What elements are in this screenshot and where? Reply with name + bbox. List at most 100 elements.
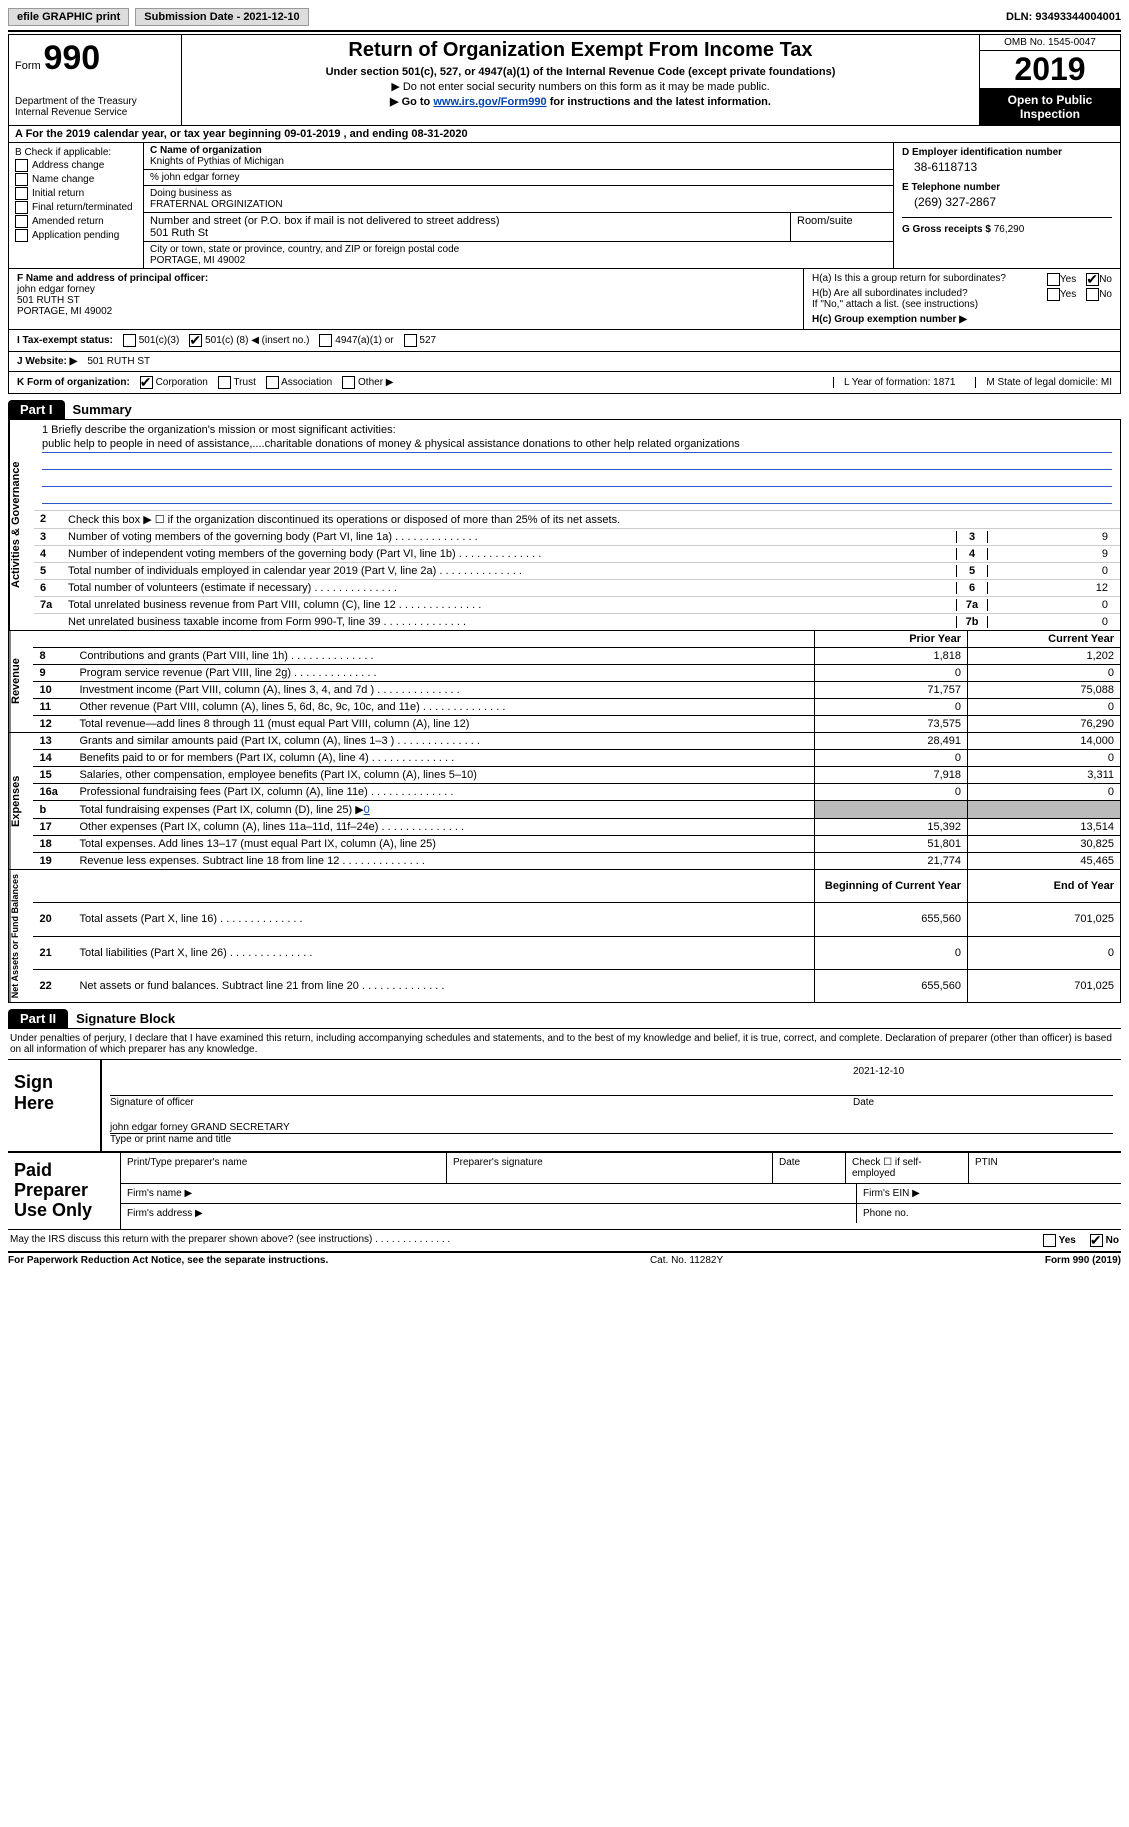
line16b-link[interactable]: 0 <box>364 804 370 816</box>
part1-title: Summary <box>73 402 132 417</box>
hb-yes-label: Yes <box>1060 289 1076 300</box>
mission-blank-1 <box>42 455 1112 470</box>
line7b-desc: Net unrelated business taxable income fr… <box>68 616 956 628</box>
line5-desc: Total number of individuals employed in … <box>68 565 956 577</box>
501c3-label: 501(c)(3) <box>139 335 180 346</box>
net-assets-section: Net Assets or Fund Balances Beginning of… <box>8 870 1121 1003</box>
4947-checkbox[interactable] <box>319 334 332 347</box>
initial-return-label: Initial return <box>32 188 84 199</box>
beginning-year-header: Beginning of Current Year <box>815 870 968 903</box>
officer-group-block: F Name and address of principal officer:… <box>8 269 1121 330</box>
preparer-print-label: Print/Type preparer's name <box>121 1153 447 1183</box>
current-year-header: Current Year <box>968 631 1121 648</box>
line13-curr: 14,000 <box>968 733 1121 750</box>
officer-label: F Name and address of principal officer: <box>17 273 208 284</box>
sign-here-block: Sign Here 2021-12-10 Signature of office… <box>8 1059 1121 1151</box>
form-header: Form 990 Department of the Treasury Inte… <box>8 34 1121 126</box>
app-pending-checkbox[interactable] <box>15 229 28 242</box>
line11-prior: 0 <box>815 699 968 716</box>
line13-desc: Grants and similar amounts paid (Part IX… <box>73 733 814 750</box>
corp-checkbox[interactable] <box>140 376 153 389</box>
line9-desc: Program service revenue (Part VIII, line… <box>73 665 814 682</box>
firm-name-label: Firm's name ▶ <box>121 1184 857 1203</box>
expenses-side-label: Expenses <box>9 733 33 869</box>
part2-title: Signature Block <box>76 1011 175 1026</box>
corp-label: Corporation <box>156 377 208 388</box>
org-form-label: K Form of organization: <box>17 377 130 388</box>
org-form-row: K Form of organization: Corporation Trus… <box>8 372 1121 394</box>
discuss-no-checkbox[interactable] <box>1090 1234 1103 1247</box>
initial-return-checkbox[interactable] <box>15 187 28 200</box>
ha-label: H(a) Is this a group return for subordin… <box>812 273 1006 284</box>
line-a-period: A For the 2019 calendar year, or tax yea… <box>8 126 1121 143</box>
ein-value: 38-6118713 <box>914 160 1112 174</box>
line9-prior: 0 <box>815 665 968 682</box>
line11-desc: Other revenue (Part VIII, column (A), li… <box>73 699 814 716</box>
revenue-section: Revenue Prior YearCurrent Year 8Contribu… <box>8 631 1121 733</box>
dept-treasury: Department of the Treasury <box>15 96 175 107</box>
form-number: 990 <box>43 39 100 77</box>
line19-desc: Revenue less expenses. Subtract line 18 … <box>73 853 814 870</box>
line6-desc: Total number of volunteers (estimate if … <box>68 582 956 594</box>
line20-beg: 655,560 <box>815 903 968 937</box>
line22-end: 701,025 <box>968 970 1121 1003</box>
discuss-yes-checkbox[interactable] <box>1043 1234 1056 1247</box>
part2-header: Part II Signature Block <box>8 1009 1121 1028</box>
app-pending-label: Application pending <box>32 230 119 241</box>
ein-label: D Employer identification number <box>902 147 1112 158</box>
amended-return-checkbox[interactable] <box>15 215 28 228</box>
line16b-curr-shade <box>968 801 1121 819</box>
submission-date-button[interactable]: Submission Date - 2021-12-10 <box>135 8 308 26</box>
form990-link[interactable]: www.irs.gov/Form990 <box>433 96 546 108</box>
line12-desc: Total revenue—add lines 8 through 11 (mu… <box>73 716 814 733</box>
hb-no-checkbox[interactable] <box>1086 288 1099 301</box>
open-public-1: Open to Public <box>982 93 1118 107</box>
discuss-question: May the IRS discuss this return with the… <box>10 1234 1023 1247</box>
line3-val: 9 <box>988 531 1114 543</box>
527-checkbox[interactable] <box>404 334 417 347</box>
footer-mid: Cat. No. 11282Y <box>328 1255 1045 1266</box>
ssn-note: ▶ Do not enter social security numbers o… <box>190 80 971 93</box>
phone-value: (269) 327-2867 <box>914 195 1112 209</box>
501c-checkbox[interactable] <box>189 334 202 347</box>
line16a-prior: 0 <box>815 784 968 801</box>
line14-curr: 0 <box>968 750 1121 767</box>
hb-yes-checkbox[interactable] <box>1047 288 1060 301</box>
firm-addr-label: Firm's address ▶ <box>121 1204 857 1223</box>
mission-blank-3 <box>42 489 1112 504</box>
gross-value: 76,290 <box>994 224 1025 235</box>
line11-curr: 0 <box>968 699 1121 716</box>
part2-tab: Part II <box>8 1009 68 1028</box>
end-year-header: End of Year <box>968 870 1121 903</box>
line22-beg: 655,560 <box>815 970 968 1003</box>
line21-beg: 0 <box>815 936 968 970</box>
ha-yes-checkbox[interactable] <box>1047 273 1060 286</box>
final-return-checkbox[interactable] <box>15 201 28 214</box>
assoc-checkbox[interactable] <box>266 376 279 389</box>
goto-note: ▶ Go to www.irs.gov/Form990 for instruct… <box>190 95 971 108</box>
501c3-checkbox[interactable] <box>123 334 136 347</box>
efile-print-button[interactable]: efile GRAPHIC print <box>8 8 129 26</box>
line15-desc: Salaries, other compensation, employee b… <box>73 767 814 784</box>
line14-prior: 0 <box>815 750 968 767</box>
other-org-checkbox[interactable] <box>342 376 355 389</box>
street-value: 501 Ruth St <box>150 227 784 239</box>
city-label: City or town, state or province, country… <box>150 244 887 255</box>
ha-no-checkbox[interactable] <box>1086 273 1099 286</box>
tax-year: 2019 <box>980 51 1120 89</box>
discuss-yes-label: Yes <box>1059 1235 1076 1246</box>
expenses-section: Expenses 13Grants and similar amounts pa… <box>8 733 1121 870</box>
line6-val: 12 <box>988 582 1114 594</box>
dln-label: DLN: 93493344004001 <box>1006 11 1121 23</box>
governance-side-label: Activities & Governance <box>9 420 34 630</box>
identity-block: B Check if applicable: Address change Na… <box>8 143 1121 269</box>
4947-label: 4947(a)(1) or <box>335 335 393 346</box>
trust-checkbox[interactable] <box>218 376 231 389</box>
name-change-checkbox[interactable] <box>15 173 28 186</box>
addr-change-checkbox[interactable] <box>15 159 28 172</box>
dba-value: FRATERNAL ORGINIZATION <box>150 199 887 210</box>
goto-post: for instructions and the latest informat… <box>550 96 771 108</box>
line16a-desc: Professional fundraising fees (Part IX, … <box>73 784 814 801</box>
sign-date-label: Date <box>853 1097 1113 1108</box>
mission-text: public help to people in need of assista… <box>42 438 1112 453</box>
